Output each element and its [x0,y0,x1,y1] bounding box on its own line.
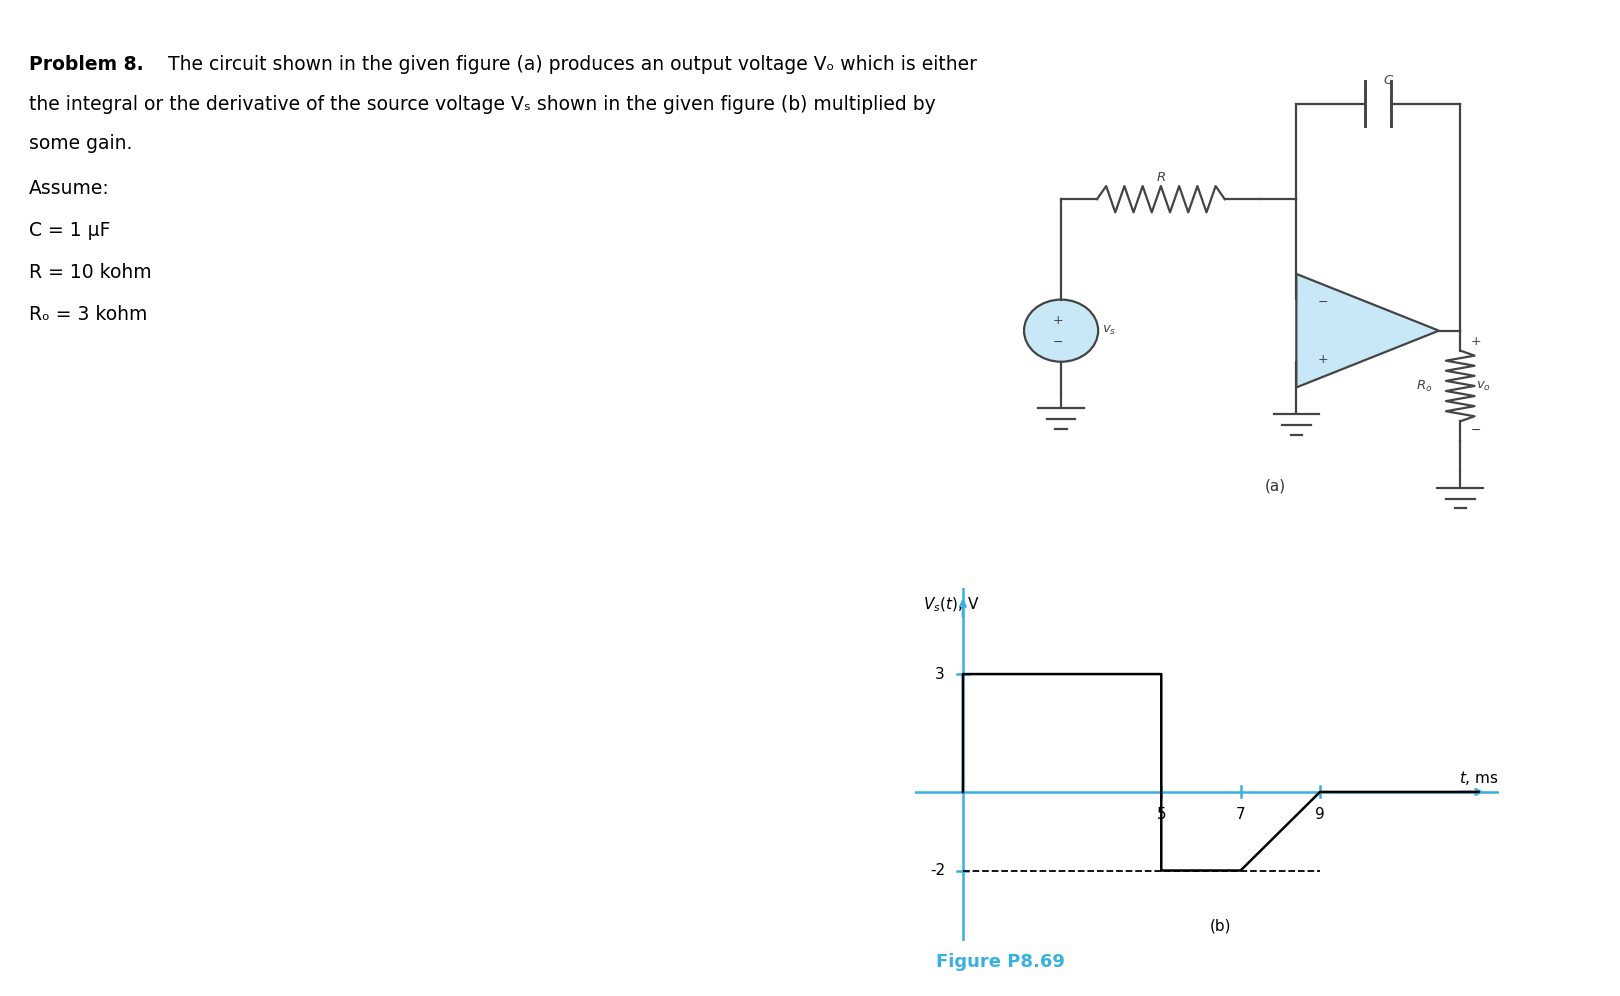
Text: +: + [1471,335,1481,348]
Text: (a): (a) [1264,478,1286,494]
Text: -2: -2 [930,863,944,878]
Text: +: + [1053,314,1064,327]
Text: $t$, ms: $t$, ms [1458,769,1498,787]
Text: Rₒ = 3 kohm: Rₒ = 3 kohm [29,305,147,324]
Text: R = 10 kohm: R = 10 kohm [29,263,152,282]
Text: Problem 8.: Problem 8. [29,55,144,74]
Text: 7: 7 [1236,807,1246,822]
Text: $R_o$: $R_o$ [1416,378,1432,393]
Text: $v_s$: $v_s$ [1103,324,1116,338]
Polygon shape [1296,274,1439,387]
Text: (b): (b) [1210,918,1231,933]
Text: $V_s(t)$, V: $V_s(t)$, V [923,596,980,614]
Text: 9: 9 [1315,807,1325,822]
Text: +: + [1319,353,1328,366]
Text: 5: 5 [1157,807,1166,822]
Text: $v_o$: $v_o$ [1476,379,1490,392]
Text: −: − [1053,336,1063,350]
Text: −: − [1319,296,1328,309]
Circle shape [1024,300,1098,362]
Text: the integral or the derivative of the source voltage Vₛ shown in the given figur: the integral or the derivative of the so… [29,95,936,114]
Text: 3: 3 [935,666,944,681]
Text: −: − [1471,424,1481,437]
Text: C = 1 μF: C = 1 μF [29,221,110,240]
Text: The circuit shown in the given figure (a) produces an output voltage Vₒ which is: The circuit shown in the given figure (a… [162,55,977,74]
Text: Figure P8.69: Figure P8.69 [936,953,1066,971]
Text: some gain.: some gain. [29,134,133,153]
Text: Assume:: Assume: [29,179,110,198]
Text: $C$: $C$ [1383,74,1395,87]
Text: $R$: $R$ [1157,170,1166,183]
